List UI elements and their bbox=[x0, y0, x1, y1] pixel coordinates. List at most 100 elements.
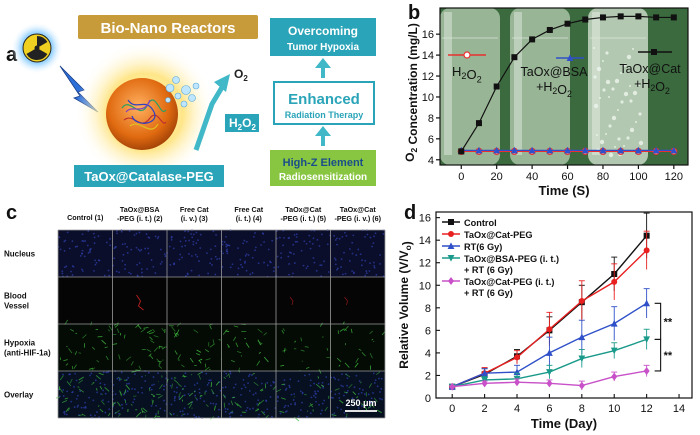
nucleus-dot bbox=[372, 242, 375, 245]
blood-vessel-stain bbox=[344, 296, 348, 306]
bubble bbox=[620, 72, 622, 74]
nucleus-dot bbox=[196, 255, 199, 258]
nucleus-dot bbox=[309, 240, 311, 243]
nucleus-dot bbox=[253, 235, 255, 238]
hypoxia-stain bbox=[78, 388, 85, 393]
hypoxia-stain bbox=[280, 364, 285, 367]
micrograph-tile bbox=[272, 369, 331, 422]
vial-glass bbox=[588, 8, 648, 165]
nucleus-dot bbox=[181, 245, 183, 248]
column-header: (i. t.) (4) bbox=[236, 214, 263, 223]
hypoxia-stain bbox=[107, 329, 111, 332]
hypoxia-stain bbox=[188, 403, 193, 409]
bubble bbox=[599, 97, 601, 99]
nucleus-dot bbox=[321, 381, 324, 384]
hypoxia-stain bbox=[228, 373, 231, 379]
nucleus-dot bbox=[183, 394, 186, 397]
nucleus-dot bbox=[363, 393, 366, 396]
nucleus-dot bbox=[254, 392, 257, 395]
nucleus-dot bbox=[368, 399, 371, 402]
box2-line1: Enhanced bbox=[288, 91, 360, 108]
hypoxia-stain bbox=[214, 405, 216, 411]
micrograph-tile bbox=[221, 323, 276, 373]
nucleus-dot bbox=[154, 272, 157, 274]
nucleus-dot bbox=[75, 379, 78, 382]
nucleus-dot bbox=[266, 408, 269, 411]
box3-line2: Radiosensitization bbox=[279, 172, 367, 183]
nucleus-dot bbox=[151, 384, 153, 387]
nucleus-dot bbox=[193, 384, 196, 386]
nucleus-dot bbox=[288, 386, 291, 389]
nucleus-dot bbox=[372, 261, 375, 264]
nucleus-dot bbox=[130, 248, 133, 251]
hypoxia-stain bbox=[260, 389, 264, 392]
nucleus-dot bbox=[284, 404, 287, 407]
nucleus-dot bbox=[362, 388, 364, 391]
nucleus-dot bbox=[290, 393, 293, 396]
microscopy-grid: Control (1) TaOx@BSA-PEG (i. t.) (2) Free … bbox=[4, 205, 386, 422]
nucleus-dot bbox=[75, 398, 78, 400]
nucleus-dot bbox=[218, 257, 221, 260]
nucleus-dot bbox=[163, 409, 166, 412]
bubble bbox=[605, 51, 609, 55]
nucleus-dot bbox=[346, 389, 349, 392]
nucleus-dot bbox=[323, 260, 326, 263]
hypoxia-stain bbox=[124, 389, 127, 395]
hypoxia-stain bbox=[181, 364, 185, 368]
panel-b-letter: b bbox=[408, 2, 421, 24]
hypoxia-stain bbox=[190, 373, 193, 376]
nucleus-dot bbox=[154, 235, 157, 238]
nucleus-dot bbox=[210, 379, 212, 382]
column-header: TaOx@Cat bbox=[285, 205, 322, 214]
significance-bracket bbox=[654, 338, 662, 372]
nucleus-dot bbox=[236, 273, 239, 276]
nucleus-dot bbox=[297, 415, 300, 418]
nucleus-dot bbox=[233, 386, 235, 389]
nucleus-dot bbox=[184, 230, 186, 233]
bubble bbox=[626, 54, 632, 60]
nucleus-dot bbox=[73, 385, 75, 388]
hypoxia-stain bbox=[223, 376, 226, 380]
hypoxia-stain bbox=[294, 340, 296, 343]
nucleus-dot bbox=[334, 239, 337, 241]
nucleus-dot bbox=[276, 400, 279, 403]
hypoxia-stain bbox=[225, 330, 230, 333]
hypoxia-stain bbox=[157, 394, 163, 399]
y-axis-label: Relative Volume (V/Vo) bbox=[397, 241, 414, 369]
nucleus-dot bbox=[121, 407, 124, 409]
nucleus-dot bbox=[141, 375, 143, 378]
x-tick-label: 60 bbox=[561, 171, 573, 183]
nucleus-dot bbox=[278, 236, 281, 239]
nucleus-dot bbox=[231, 263, 234, 266]
nucleus-dot bbox=[133, 398, 136, 401]
nucleus-dot bbox=[372, 392, 374, 394]
nucleus-dot bbox=[299, 409, 302, 411]
series-3-point bbox=[493, 83, 500, 90]
nucleus-dot bbox=[314, 396, 317, 399]
nucleus-dot bbox=[255, 377, 257, 379]
hypoxia-stain bbox=[88, 367, 94, 370]
nucleus-dot bbox=[62, 411, 65, 414]
hypoxia-stain bbox=[105, 355, 109, 361]
nucleus-dot bbox=[141, 392, 144, 394]
nucleus-dot bbox=[226, 252, 229, 255]
nucleus-dot bbox=[288, 384, 291, 387]
legend-entry: + RT (6 Gy) bbox=[464, 288, 513, 298]
hypoxia-stain bbox=[99, 408, 104, 413]
hypoxia-stain bbox=[265, 414, 269, 419]
series-2-point bbox=[546, 326, 553, 333]
nucleus-dot bbox=[214, 273, 217, 276]
nucleus-dot bbox=[128, 271, 131, 274]
box1-line2: Tumor Hypoxia bbox=[287, 42, 359, 53]
hypoxia-stain bbox=[236, 403, 242, 408]
nucleus-dot bbox=[311, 243, 314, 245]
legend-marker-h2o2 bbox=[463, 51, 471, 59]
hypoxia-stain bbox=[161, 327, 165, 332]
hypoxia-stain bbox=[300, 337, 303, 342]
series-2-point bbox=[581, 146, 589, 154]
reaction-arrow-icon bbox=[193, 82, 227, 151]
nucleus-dot bbox=[241, 266, 244, 269]
nucleus-dot bbox=[84, 401, 87, 404]
bubble bbox=[593, 103, 599, 109]
nucleus-dot bbox=[223, 241, 226, 243]
